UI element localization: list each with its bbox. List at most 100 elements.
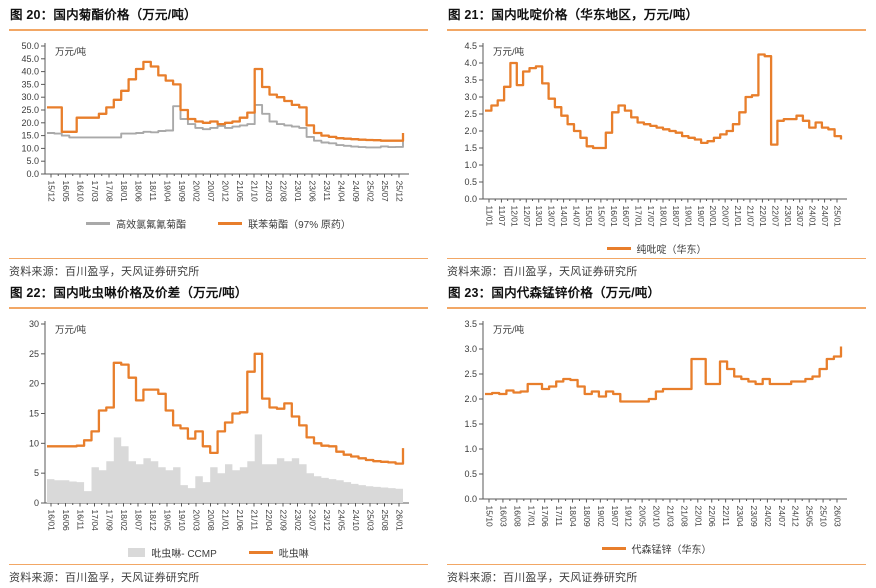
svg-text:23/01: 23/01 xyxy=(293,180,303,202)
tick-marks xyxy=(41,45,400,178)
svg-text:23/12: 23/12 xyxy=(322,509,332,531)
svg-text:18/04: 18/04 xyxy=(568,505,578,527)
svg-text:23/01: 23/01 xyxy=(783,205,793,227)
svg-text:15.0: 15.0 xyxy=(21,130,39,140)
svg-text:21/06: 21/06 xyxy=(235,509,245,531)
legend-line-swatch xyxy=(601,547,626,550)
svg-text:17/04: 17/04 xyxy=(90,509,100,531)
svg-text:25.0: 25.0 xyxy=(21,105,39,115)
svg-text:19/05: 19/05 xyxy=(163,509,173,531)
svg-text:21/11: 21/11 xyxy=(250,509,260,530)
svg-text:0.5: 0.5 xyxy=(464,469,477,479)
svg-text:22/03: 22/03 xyxy=(264,180,274,202)
legend-item: 联苯菊酯（97% 原药） xyxy=(218,216,351,231)
figure-22-title: 图 22：国内吡虫啉价格及价差（万元/吨） xyxy=(9,282,428,309)
chart-22-legend: 吡虫啉- CCMP 吡虫啉 xyxy=(9,546,428,560)
svg-text:21/07: 21/07 xyxy=(746,205,756,227)
series-line-1 xyxy=(47,352,405,465)
svg-text:20/12: 20/12 xyxy=(221,180,231,202)
legend-label: 代森锰锌（华东） xyxy=(631,545,712,557)
svg-text:22/08: 22/08 xyxy=(279,180,289,202)
svg-text:17/01: 17/01 xyxy=(634,205,644,227)
svg-text:0.0: 0.0 xyxy=(464,494,477,504)
unit-label: 万元/吨 xyxy=(55,46,87,58)
svg-text:13/01: 13/01 xyxy=(534,205,544,227)
chart-23-mancozeb-price: 0.00.51.01.52.02.53.03.515/10 16/03 16/08 1… xyxy=(464,319,847,527)
svg-text:3.0: 3.0 xyxy=(464,92,477,102)
legend-line-swatch xyxy=(248,551,273,554)
svg-text:30.0: 30.0 xyxy=(21,92,39,102)
svg-text:45.0: 45.0 xyxy=(21,53,39,63)
svg-text:25/02: 25/02 xyxy=(366,180,376,202)
svg-text:1.0: 1.0 xyxy=(464,160,477,170)
svg-text:17/03: 17/03 xyxy=(90,180,100,202)
svg-text:22/11: 22/11 xyxy=(721,505,731,526)
svg-text:23/04: 23/04 xyxy=(735,505,745,527)
svg-text:17/11: 17/11 xyxy=(554,505,564,526)
svg-text:24/04: 24/04 xyxy=(337,180,347,202)
series-area-0 xyxy=(47,434,403,503)
svg-text:15/01: 15/01 xyxy=(584,205,594,227)
svg-text:20/02: 20/02 xyxy=(192,180,202,202)
svg-text:17/01: 17/01 xyxy=(526,505,536,527)
legend-label: 吡虫啉- CCMP xyxy=(151,549,217,561)
series-line-0 xyxy=(47,103,404,148)
unit-label: 万元/吨 xyxy=(493,324,525,336)
svg-text:22/04: 22/04 xyxy=(264,509,274,531)
svg-text:17/07: 17/07 xyxy=(646,205,656,227)
svg-text:25: 25 xyxy=(29,348,39,358)
svg-text:20/07: 20/07 xyxy=(206,180,216,202)
source-attribution: 资料来源：百川盈孚，天风证券研究所 xyxy=(447,572,638,584)
svg-text:12/07: 12/07 xyxy=(522,205,532,227)
legend-item: 吡虫啉 xyxy=(248,545,309,560)
svg-text:15: 15 xyxy=(29,408,39,418)
svg-text:23/02: 23/02 xyxy=(293,509,303,531)
tick-marks xyxy=(479,45,838,203)
svg-text:2.0: 2.0 xyxy=(464,126,477,136)
legend-label: 纯吡啶（华东） xyxy=(636,245,707,257)
svg-text:17/08: 17/08 xyxy=(105,180,115,202)
svg-text:16/03: 16/03 xyxy=(498,505,508,527)
svg-text:4.5: 4.5 xyxy=(464,41,477,51)
source-attribution: 资料来源：百川盈孚，天风证券研究所 xyxy=(447,266,638,278)
figure-panel-23: 图 23：国内代森锰锌价格（万元/吨） 0.0 0.5 1.0 1.5 2.0 2.5 3.… xyxy=(438,282,876,588)
figure-20-title: 图 20：国内菊酯价格（万元/吨） xyxy=(9,4,428,31)
svg-text:21/05: 21/05 xyxy=(235,180,245,202)
svg-text:24/07: 24/07 xyxy=(820,205,830,227)
source-block: 资料来源：百川盈孚，天风证券研究所 xyxy=(9,564,428,588)
svg-text:23/11: 23/11 xyxy=(322,180,332,201)
svg-text:16/01: 16/01 xyxy=(47,509,57,531)
svg-text:1.5: 1.5 xyxy=(464,143,477,153)
svg-text:22/07: 22/07 xyxy=(770,205,780,227)
svg-text:11/01: 11/01 xyxy=(485,205,495,226)
svg-text:25/10: 25/10 xyxy=(819,505,829,527)
svg-text:18/02: 18/02 xyxy=(119,509,129,531)
svg-text:22/01: 22/01 xyxy=(758,205,768,227)
source-attribution: 资料来源：百川盈孚，天风证券研究所 xyxy=(9,572,200,584)
svg-text:26/01: 26/01 xyxy=(395,509,405,531)
svg-text:16/01: 16/01 xyxy=(609,205,619,227)
y-axis-labels: 0.0 0.5 1.0 1.5 2.0 2.5 3.0 3.5 4.0 4.5 xyxy=(464,41,477,204)
svg-text:21/01: 21/01 xyxy=(733,205,743,227)
x-axis-labels: 15/12 16/05 16/10 17/03 17/08 18/01 18/06 18/11… xyxy=(47,180,405,202)
svg-text:23/06: 23/06 xyxy=(308,180,318,202)
legend-item: 高效氯氟氰菊酯 xyxy=(86,216,186,231)
legend-line-swatch xyxy=(606,247,631,250)
svg-text:13/07: 13/07 xyxy=(547,205,557,227)
svg-text:24/10: 24/10 xyxy=(351,509,361,531)
svg-text:2.0: 2.0 xyxy=(464,394,477,404)
svg-text:30: 30 xyxy=(29,319,39,329)
svg-text:18/12: 18/12 xyxy=(148,509,158,531)
svg-text:24/05: 24/05 xyxy=(337,509,347,531)
legend-label: 高效氯氟氰菊酯 xyxy=(116,220,187,232)
svg-text:19/04: 19/04 xyxy=(163,180,173,202)
legend-label: 联苯菊酯（97% 原药） xyxy=(248,220,351,232)
svg-text:20/01: 20/01 xyxy=(708,205,718,227)
svg-text:3.0: 3.0 xyxy=(464,344,477,354)
figure-panel-20: 图 20：国内菊酯价格（万元/吨） 0.0 5.0 10.0 15.0 20.0 25.0… xyxy=(0,4,438,282)
svg-text:16/11: 16/11 xyxy=(76,509,86,530)
svg-text:18/07: 18/07 xyxy=(134,509,144,531)
svg-text:23/09: 23/09 xyxy=(749,505,759,527)
svg-text:18/07: 18/07 xyxy=(671,205,681,227)
legend-line-swatch xyxy=(86,222,111,225)
